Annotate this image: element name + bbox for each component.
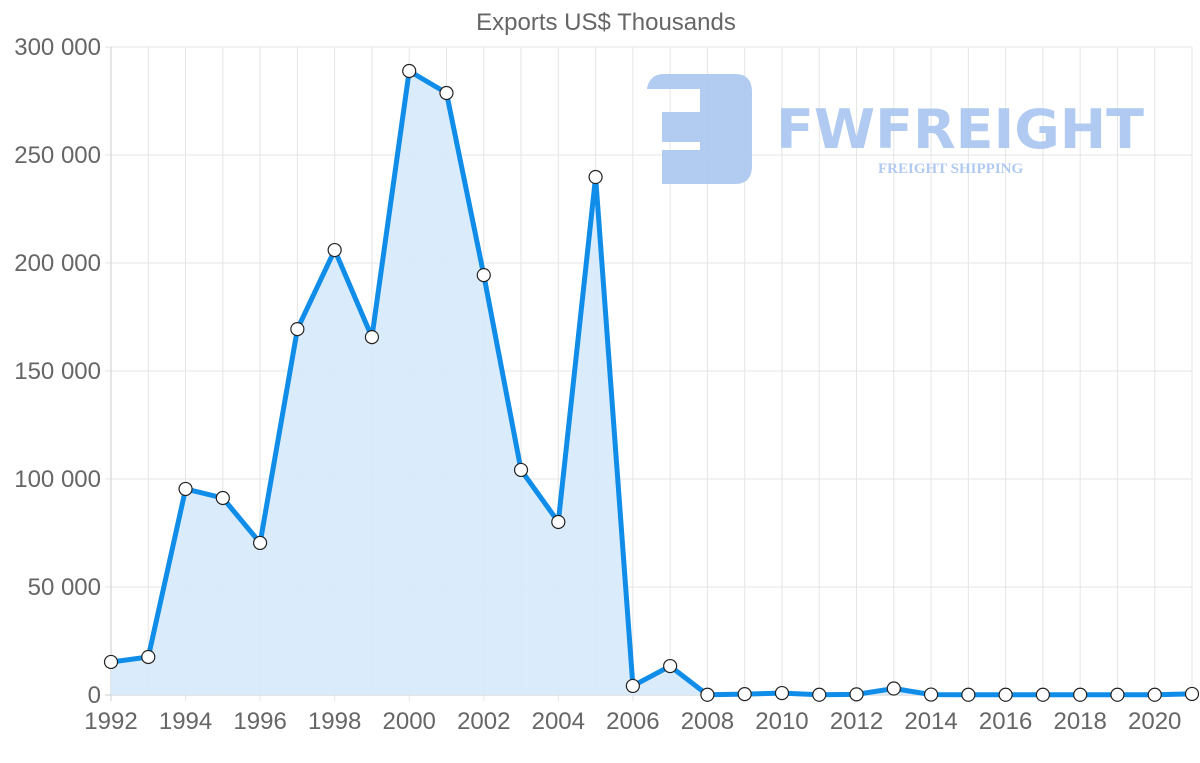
data-point-2007[interactable]	[663, 658, 678, 674]
x-tick-label: 2010	[755, 708, 808, 735]
data-point-2016[interactable]	[998, 687, 1013, 702]
x-tick-label: 1992	[84, 708, 137, 735]
data-point-2001[interactable]	[439, 85, 454, 101]
data-point-1997[interactable]	[290, 321, 305, 337]
data-points	[103, 63, 1200, 702]
data-point-2011[interactable]	[812, 687, 827, 702]
data-point-2003[interactable]	[513, 462, 529, 478]
data-point-2020[interactable]	[1147, 687, 1162, 702]
data-point-2018[interactable]	[1073, 687, 1088, 702]
x-tick-label: 2018	[1053, 708, 1106, 735]
data-point-1996[interactable]	[253, 535, 268, 551]
y-tick-label: 100 000	[14, 466, 101, 493]
data-point-1992[interactable]	[103, 654, 119, 670]
x-tick-label: 2020	[1128, 708, 1181, 735]
data-point-1994[interactable]	[178, 481, 193, 497]
data-point-2021[interactable]	[1184, 686, 1200, 702]
chart-title: Exports US$ Thousands	[476, 9, 736, 36]
data-point-2019[interactable]	[1110, 687, 1125, 702]
data-point-2004[interactable]	[551, 514, 566, 530]
x-tick-label: 2000	[383, 708, 436, 735]
x-tick-label: 2012	[830, 708, 883, 735]
data-point-1999[interactable]	[364, 329, 380, 345]
data-point-2015[interactable]	[961, 687, 976, 702]
data-point-1993[interactable]	[141, 649, 156, 665]
data-point-2009[interactable]	[737, 687, 752, 702]
data-point-2014[interactable]	[923, 687, 939, 702]
watermark-logo: FWFREIGHT FREIGHT SHIPPING	[647, 74, 1144, 184]
x-tick-label: 2006	[606, 708, 659, 735]
data-point-2000[interactable]	[402, 63, 417, 79]
data-point-2005[interactable]	[588, 169, 603, 185]
x-tick-label: 2004	[532, 708, 585, 735]
data-point-2017[interactable]	[1035, 687, 1050, 702]
x-tick-label: 2002	[457, 708, 510, 735]
y-tick-label: 200 000	[14, 250, 101, 277]
y-tick-label: 50 000	[28, 574, 101, 601]
data-point-2008[interactable]	[700, 687, 715, 702]
data-point-2002[interactable]	[476, 267, 491, 283]
data-point-2006[interactable]	[625, 678, 640, 694]
y-tick-label: 250 000	[14, 142, 101, 169]
y-tick-label: 0	[88, 682, 101, 709]
data-point-2012[interactable]	[849, 687, 864, 702]
watermark-brand: FWFREIGHT	[776, 98, 1144, 161]
x-tick-label: 1996	[233, 708, 286, 735]
y-tick-label: 150 000	[14, 358, 101, 385]
data-point-2010[interactable]	[774, 685, 790, 701]
watermark-tagline: FREIGHT SHIPPING	[878, 161, 1023, 177]
x-tick-label: 2014	[904, 708, 957, 735]
fwfreight-logo-icon	[647, 74, 752, 184]
data-point-1995[interactable]	[215, 490, 230, 506]
data-point-2013[interactable]	[886, 681, 901, 696]
x-tick-label: 2008	[681, 708, 734, 735]
x-tick-label: 1998	[308, 708, 361, 735]
y-axis-labels: 0 50 000 100 000 150 000 200 000 250 000 300 0…	[14, 34, 101, 709]
x-tick-label: 2016	[979, 708, 1032, 735]
y-tick-label: 300 000	[14, 34, 101, 61]
area-fill	[111, 71, 1192, 695]
x-axis-labels: 1992 1994 1996 1998 2000 2002 2004 2006 2008 2010…	[84, 708, 1181, 735]
x-tick-label: 1994	[159, 708, 212, 735]
data-point-1998[interactable]	[327, 242, 342, 258]
